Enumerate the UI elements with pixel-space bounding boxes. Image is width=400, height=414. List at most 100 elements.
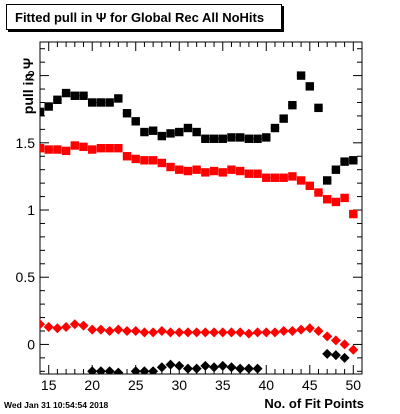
x-tick-label: 15 bbox=[41, 377, 57, 393]
data-point-square bbox=[262, 173, 271, 182]
data-point-square bbox=[288, 100, 297, 110]
data-point-diamond bbox=[226, 327, 237, 338]
data-point-diamond bbox=[217, 327, 228, 338]
data-point-square bbox=[105, 98, 114, 107]
data-point-diamond bbox=[200, 360, 211, 371]
data-point-diamond bbox=[348, 344, 359, 355]
data-point-diamond bbox=[139, 327, 150, 338]
data-point-diamond bbox=[174, 360, 185, 371]
data-point-square bbox=[79, 142, 88, 152]
data-point-square bbox=[235, 133, 245, 142]
data-point-square bbox=[270, 173, 280, 182]
data-point-square bbox=[88, 98, 97, 107]
data-point-square bbox=[296, 71, 306, 80]
data-point-square bbox=[148, 126, 158, 135]
y-tick-label: 1.5 bbox=[16, 135, 36, 151]
data-point-square bbox=[140, 127, 149, 137]
data-point-diamond bbox=[339, 352, 350, 363]
data-point-square bbox=[70, 91, 80, 100]
data-point-square bbox=[192, 127, 201, 137]
data-point-square bbox=[61, 88, 71, 98]
data-point-diamond bbox=[330, 335, 341, 346]
data-point-diamond bbox=[43, 321, 54, 332]
data-point-square bbox=[44, 145, 53, 154]
data-point-square bbox=[44, 102, 53, 111]
data-point-diamond bbox=[113, 324, 124, 335]
data-point-diamond bbox=[287, 325, 298, 336]
data-point-diamond bbox=[243, 363, 254, 374]
data-point-diamond bbox=[209, 362, 220, 373]
data-point-square bbox=[227, 165, 236, 174]
data-point-square bbox=[253, 169, 262, 178]
data-point-square bbox=[322, 176, 332, 185]
data-point-diamond bbox=[148, 366, 159, 374]
data-point-square bbox=[70, 141, 80, 150]
data-point-diamond bbox=[148, 327, 159, 338]
x-tick-label: 25 bbox=[128, 377, 144, 393]
data-point-diamond bbox=[339, 339, 350, 350]
data-point-diamond bbox=[252, 363, 263, 374]
data-point-diamond bbox=[330, 350, 341, 361]
x-tick-label: 40 bbox=[258, 377, 274, 393]
data-point-square bbox=[166, 162, 175, 172]
plot-frame bbox=[39, 41, 363, 375]
data-point-diamond bbox=[70, 376, 80, 386]
y-tick-label: 2 bbox=[27, 68, 35, 84]
data-point-square bbox=[235, 166, 245, 176]
data-point-square bbox=[157, 158, 167, 168]
data-point-square bbox=[209, 166, 219, 176]
data-point-diamond bbox=[95, 366, 106, 374]
data-point-diamond bbox=[122, 325, 133, 336]
data-point-square bbox=[209, 134, 219, 143]
data-point-diamond bbox=[52, 323, 63, 334]
data-point-square bbox=[340, 193, 349, 203]
data-point-diamond bbox=[165, 359, 176, 370]
y-tick-label: 1 bbox=[27, 202, 35, 218]
data-point-square bbox=[40, 143, 45, 153]
data-point-diamond bbox=[287, 377, 297, 387]
data-point-diamond bbox=[95, 324, 106, 335]
data-point-diamond bbox=[104, 325, 115, 336]
x-axis-label: No. of Fit Points bbox=[264, 396, 364, 411]
x-tick-label: 30 bbox=[171, 377, 187, 393]
data-point-diamond bbox=[156, 325, 167, 336]
data-point-square bbox=[244, 134, 254, 143]
data-point-diamond bbox=[87, 366, 98, 374]
data-point-square bbox=[218, 168, 227, 177]
data-point-square bbox=[131, 117, 140, 126]
data-point-diamond bbox=[61, 321, 72, 332]
data-point-square bbox=[148, 156, 158, 165]
data-point-diamond bbox=[226, 362, 237, 373]
data-point-square bbox=[96, 143, 106, 153]
data-point-square bbox=[105, 143, 114, 153]
data-point-square bbox=[140, 156, 149, 165]
chart-title-box: Fitted pull in Ψ for Global Rec All NoHi… bbox=[6, 4, 282, 30]
y-tick-label: 0 bbox=[27, 336, 35, 352]
data-point-diamond bbox=[304, 323, 315, 334]
data-point-diamond bbox=[61, 378, 71, 388]
x-tick-label: 20 bbox=[84, 377, 100, 393]
data-point-diamond bbox=[269, 327, 280, 338]
data-point-square bbox=[157, 131, 167, 141]
data-point-square bbox=[166, 129, 175, 138]
data-point-diamond bbox=[40, 319, 45, 330]
data-point-square bbox=[122, 109, 132, 118]
data-point-square bbox=[349, 156, 358, 165]
data-point-square bbox=[192, 165, 201, 174]
data-point-square bbox=[96, 98, 106, 107]
data-point-diamond bbox=[279, 377, 289, 387]
data-point-diamond bbox=[191, 363, 202, 374]
data-point-square bbox=[53, 145, 62, 154]
data-point-diamond bbox=[191, 327, 202, 338]
data-point-square bbox=[253, 134, 262, 143]
data-point-diamond bbox=[174, 327, 185, 338]
data-point-square bbox=[349, 209, 358, 219]
data-point-diamond bbox=[322, 331, 333, 342]
data-point-square bbox=[201, 134, 210, 143]
data-point-square bbox=[279, 173, 288, 182]
data-point-square bbox=[270, 123, 280, 133]
data-point-square bbox=[331, 197, 341, 207]
data-point-square bbox=[122, 152, 132, 161]
data-point-square bbox=[61, 146, 71, 156]
